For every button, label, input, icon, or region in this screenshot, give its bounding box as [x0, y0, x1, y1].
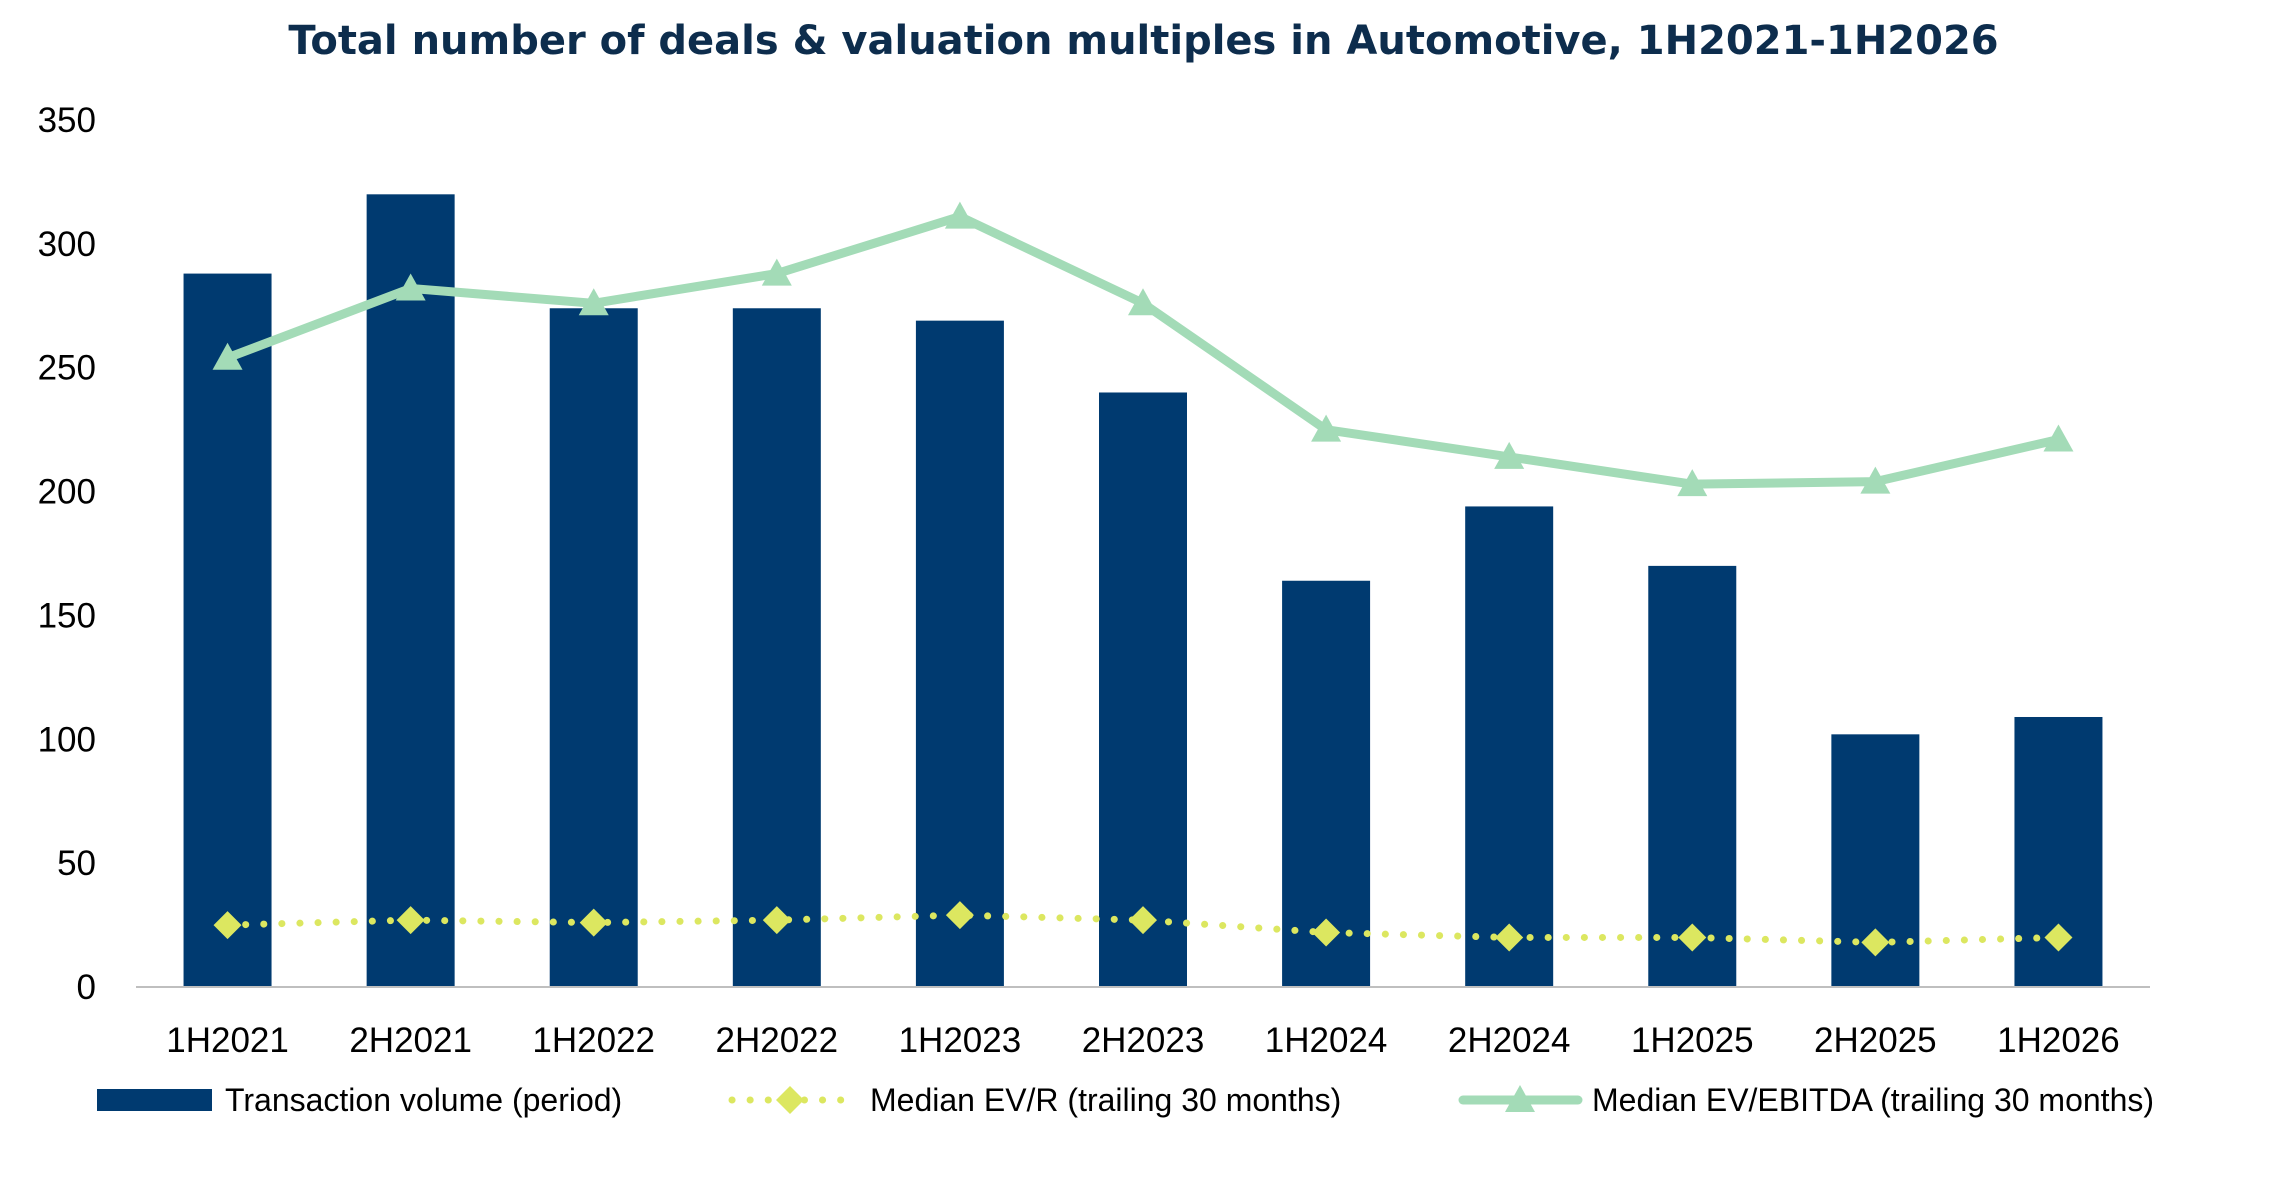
triangle-marker	[944, 201, 975, 229]
y-tick-label: 350	[38, 101, 96, 140]
diamond-marker	[1678, 923, 1707, 952]
diamond-marker	[1312, 918, 1341, 947]
bar	[366, 194, 455, 988]
bar	[1465, 506, 1554, 987]
bar	[732, 308, 821, 988]
x-tick-label: 2H2022	[716, 1021, 839, 1060]
y-tick-label: 150	[38, 596, 96, 635]
triangle-marker	[1860, 466, 1891, 494]
diamond-marker	[213, 911, 242, 940]
diamond-marker	[945, 901, 974, 930]
y-tick-label: 100	[38, 720, 96, 759]
legend-triangle-marker	[1505, 1085, 1535, 1112]
chart-title: Total number of deals & valuation multip…	[288, 18, 1999, 64]
y-tick-label: 300	[38, 225, 96, 264]
diamond-marker	[579, 908, 608, 937]
triangle-marker	[761, 258, 792, 286]
bar	[915, 320, 1004, 987]
bar	[1099, 392, 1187, 987]
legend-swatch-bar	[97, 1089, 212, 1111]
legend-diamond-marker	[776, 1086, 804, 1114]
triangle-marker	[1311, 414, 1342, 442]
x-tick-label: 1H2022	[532, 1021, 655, 1060]
diamond-marker	[1129, 906, 1157, 935]
series-line	[224, 911, 2062, 946]
triangle-marker	[212, 342, 243, 370]
diamond-marker	[396, 906, 425, 935]
triangle-marker	[578, 288, 609, 316]
triangle-marker	[2043, 424, 2074, 452]
x-tick-label: 1H2024	[1265, 1021, 1388, 1060]
bar	[549, 308, 638, 988]
x-tick-label: 1H2026	[1997, 1021, 2120, 1060]
x-tick-label: 1H2025	[1631, 1021, 1754, 1060]
triangle-marker	[395, 273, 426, 301]
legend-label: Transaction volume (period)	[225, 1082, 622, 1118]
bar	[1648, 565, 1737, 987]
y-tick-label: 50	[57, 844, 96, 883]
y-tick-label: 250	[38, 349, 96, 388]
x-tick-label: 2H2025	[1814, 1021, 1937, 1060]
triangle-marker	[1494, 441, 1525, 469]
x-tick-label: 2H2024	[1448, 1021, 1571, 1060]
diamond-marker	[2044, 923, 2073, 952]
legend-label: Median EV/EBITDA (trailing 30 months)	[1592, 1082, 2154, 1118]
y-tick-label: 0	[77, 968, 96, 1007]
triangle-marker	[1677, 469, 1708, 497]
triangle-marker	[1128, 288, 1158, 316]
x-tick-label: 2H2021	[349, 1021, 472, 1060]
legend-label: Median EV/R (trailing 30 months)	[870, 1082, 1341, 1118]
x-tick-label: 1H2023	[899, 1021, 1022, 1060]
y-tick-label: 200	[38, 473, 96, 512]
diamond-marker	[1861, 928, 1890, 957]
x-tick-label: 2H2023	[1082, 1021, 1205, 1060]
bar	[183, 273, 272, 987]
diamond-marker	[762, 906, 791, 935]
x-tick-label: 1H2021	[166, 1021, 289, 1060]
diamond-marker	[1495, 923, 1524, 952]
